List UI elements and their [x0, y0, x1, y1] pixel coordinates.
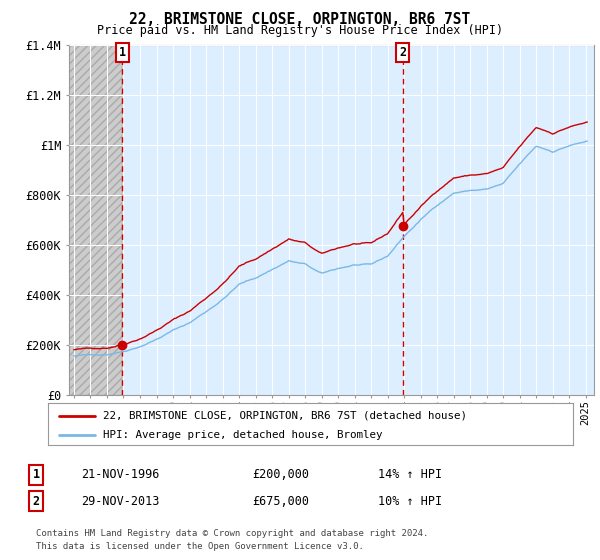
Text: 21-NOV-1996: 21-NOV-1996 [81, 468, 160, 482]
Text: 2: 2 [32, 494, 40, 508]
Text: 22, BRIMSTONE CLOSE, ORPINGTON, BR6 7ST (detached house): 22, BRIMSTONE CLOSE, ORPINGTON, BR6 7ST … [103, 411, 467, 421]
Text: 1: 1 [32, 468, 40, 482]
Text: 2: 2 [399, 46, 406, 59]
Text: Contains HM Land Registry data © Crown copyright and database right 2024.: Contains HM Land Registry data © Crown c… [36, 529, 428, 538]
Text: £675,000: £675,000 [252, 494, 309, 508]
Text: HPI: Average price, detached house, Bromley: HPI: Average price, detached house, Brom… [103, 430, 383, 440]
Text: £200,000: £200,000 [252, 468, 309, 482]
Bar [69, 45, 122, 395]
Bar [69, 45, 122, 395]
Text: Price paid vs. HM Land Registry's House Price Index (HPI): Price paid vs. HM Land Registry's House … [97, 24, 503, 36]
Text: This data is licensed under the Open Government Licence v3.0.: This data is licensed under the Open Gov… [36, 542, 364, 550]
Text: 10% ↑ HPI: 10% ↑ HPI [378, 494, 442, 508]
Text: 14% ↑ HPI: 14% ↑ HPI [378, 468, 442, 482]
Text: 29-NOV-2013: 29-NOV-2013 [81, 494, 160, 508]
Text: 22, BRIMSTONE CLOSE, ORPINGTON, BR6 7ST: 22, BRIMSTONE CLOSE, ORPINGTON, BR6 7ST [130, 12, 470, 27]
Text: 1: 1 [119, 46, 125, 59]
